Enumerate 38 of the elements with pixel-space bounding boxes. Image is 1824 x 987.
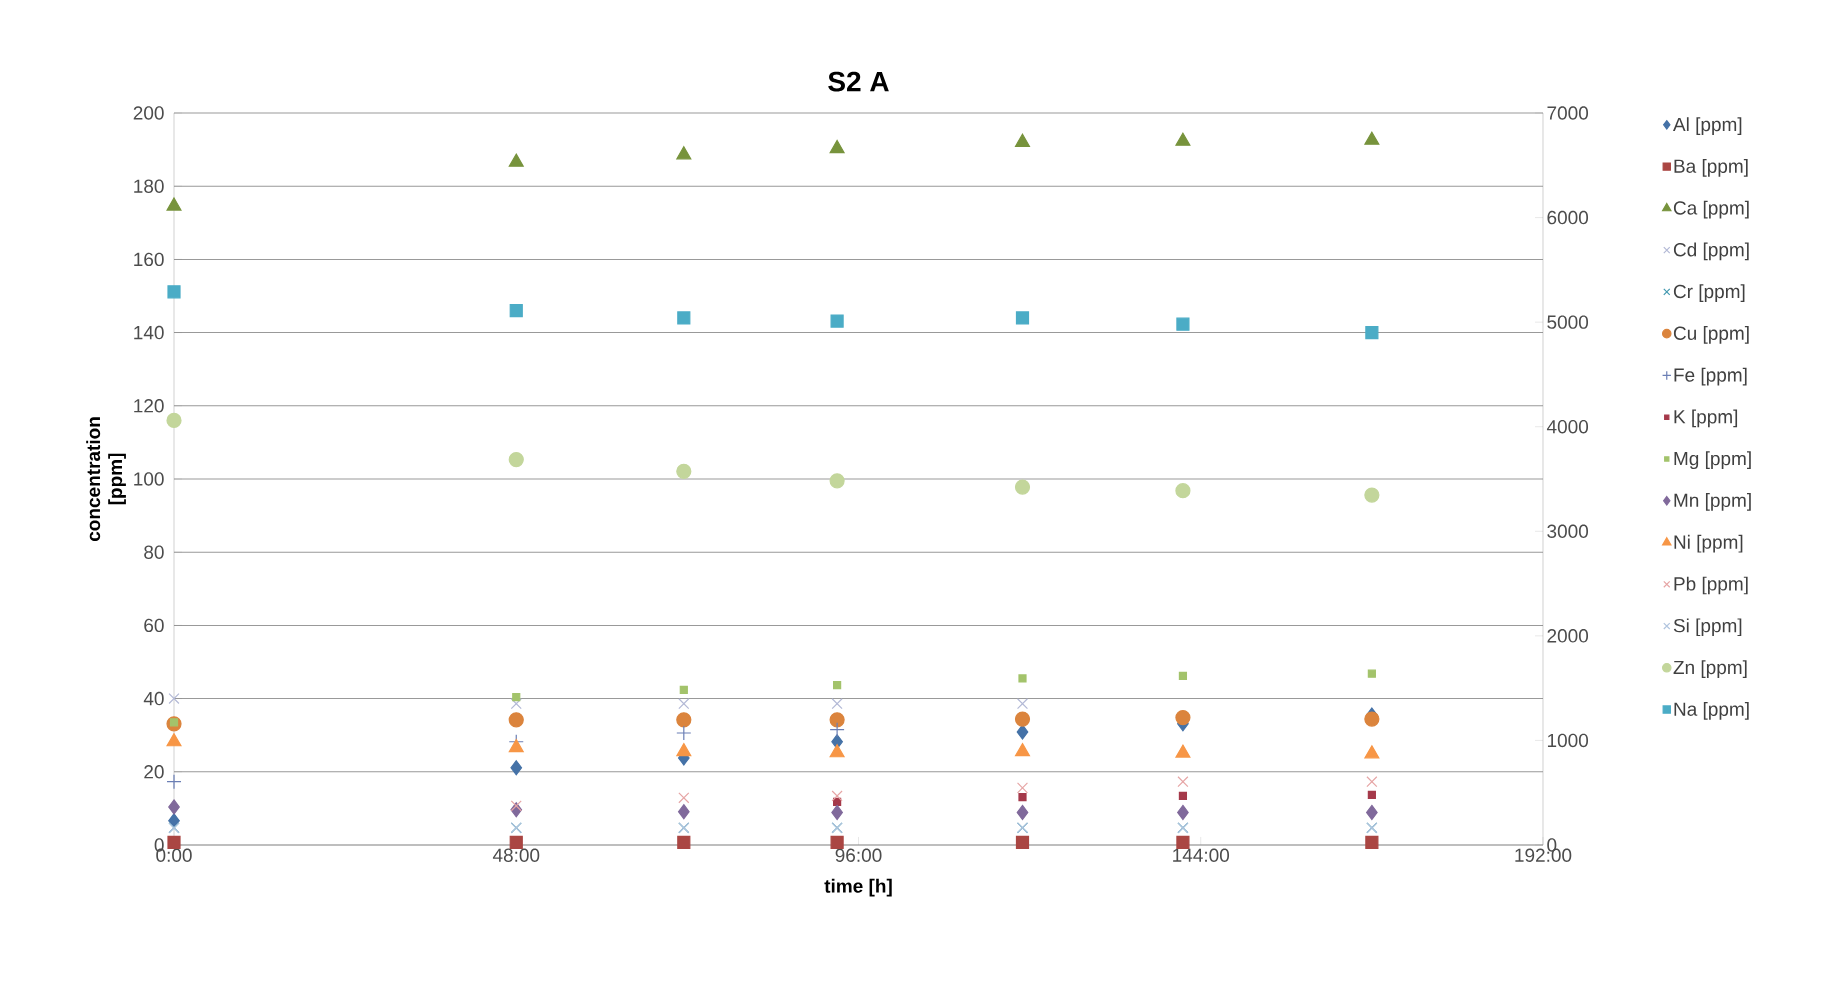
legend-label: Zn [ppm] [1673, 660, 1747, 678]
legend-label: Na [ppm] [1674, 701, 1749, 720]
y-axis-title: concentration [ppm] [86, 417, 126, 542]
y-tick-label: 100 [134, 472, 164, 486]
y-tick-label: 60 [144, 618, 164, 633]
legend-label: Fe [ppm] [1674, 367, 1747, 386]
legend-label: Ca [ppm] [1673, 200, 1749, 219]
chart-title: S2 A [828, 71, 889, 92]
legend-label: Cu [ppm] [1673, 326, 1749, 344]
y2-tick-label: 7000 [1547, 106, 1589, 120]
legend-label: K [ppm] [1674, 409, 1738, 428]
y-tick-label: 180 [134, 179, 164, 193]
legend-label: Al [ppm] [1673, 117, 1742, 135]
x-tick-label: 48:00 [492, 848, 540, 862]
y-tick-label: 140 [134, 325, 164, 340]
x-tick-label: 144:00 [1173, 848, 1230, 862]
y-tick-label: 120 [134, 399, 164, 413]
legend-label: Cd [ppm] [1673, 242, 1749, 261]
y-tick-label: 80 [144, 545, 164, 559]
y2-tick-label: 3000 [1547, 524, 1589, 538]
legend-label: Pb [ppm] [1674, 576, 1748, 595]
y2-tick-label: 1000 [1547, 733, 1589, 748]
y-tick-label: 200 [133, 106, 164, 120]
y-tick-label: 40 [143, 691, 164, 706]
y2-tick-label: 4000 [1546, 419, 1589, 434]
legend-label: Si [ppm] [1673, 618, 1742, 637]
legend-label: Mn [ppm] [1674, 493, 1751, 511]
legend-label: Ni [ppm] [1674, 534, 1743, 553]
y-tick-label: 160 [134, 252, 164, 267]
x-axis-title: time [h] [824, 878, 892, 897]
x-tick-label: 96:00 [835, 848, 882, 862]
y2-tick-label: 6000 [1547, 210, 1589, 225]
legend-label: Cr [ppm] [1673, 284, 1745, 302]
y2-tick-label: 5000 [1547, 315, 1589, 329]
y-tick-label: 20 [144, 765, 164, 779]
y2-tick-label: 2000 [1547, 629, 1589, 643]
legend-label: Ba [ppm] [1674, 158, 1748, 177]
legend-label: Mg [ppm] [1674, 451, 1751, 470]
